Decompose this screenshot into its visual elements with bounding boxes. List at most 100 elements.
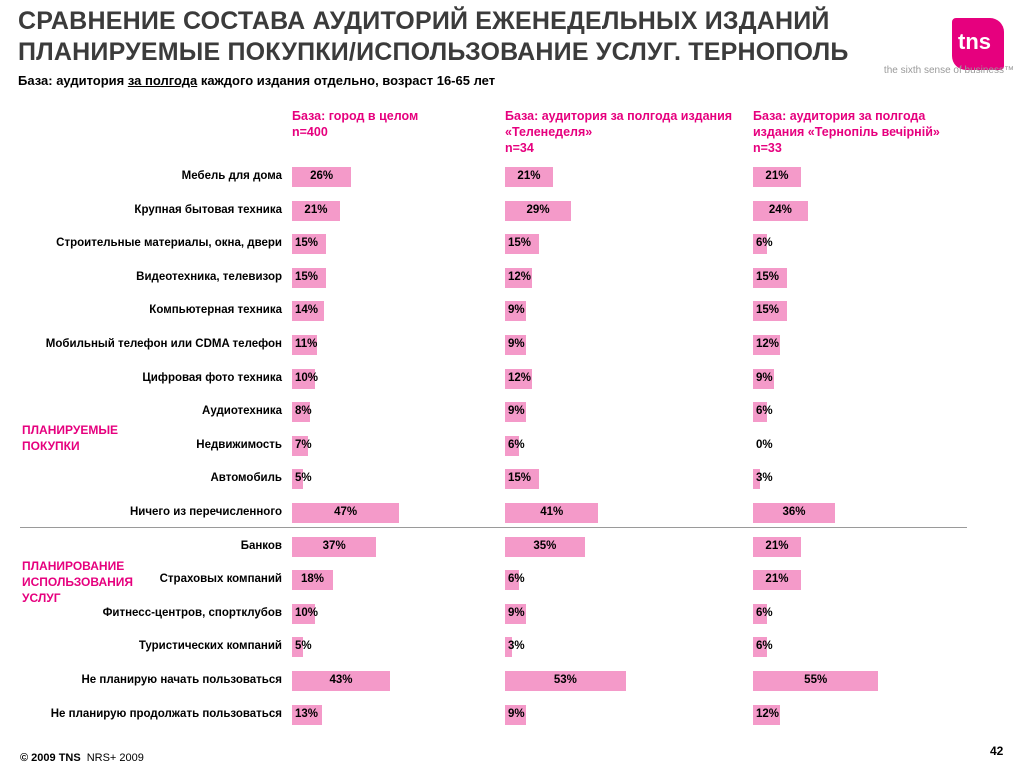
data-label: 14% — [295, 304, 319, 317]
bar — [292, 200, 340, 221]
data-label: 15% — [295, 237, 319, 250]
base-suffix: каждого издания отдельно, возраст 16-65 … — [197, 73, 496, 88]
bar — [292, 435, 308, 456]
data-label: 3% — [508, 640, 525, 653]
data-label: 6% — [508, 573, 525, 586]
tagline: the sixth sense of business™ — [883, 65, 1014, 76]
tns-logo: tns — [952, 18, 1004, 70]
data-label: 21% — [765, 170, 789, 182]
category-label: Недвижимость — [196, 438, 282, 451]
category-label: Компьютерная техника — [149, 304, 282, 317]
category-label: Аудиотехника — [202, 405, 282, 418]
bar — [753, 167, 801, 187]
data-label: 15% — [295, 270, 319, 283]
data-label: 12% — [756, 707, 780, 720]
data-label: 7% — [295, 438, 312, 451]
title-line-1: СРАВНЕНИЕ СОСТАВА АУДИТОРИЙ ЕЖЕНЕДЕЛЬНЫХ… — [18, 7, 830, 35]
data-label: 6% — [756, 237, 773, 250]
series-header-line: «Теленеделя» — [505, 125, 593, 139]
bar — [505, 603, 526, 624]
bar — [753, 200, 808, 221]
data-label: 5% — [295, 472, 312, 485]
bar — [292, 301, 324, 322]
base-prefix: База: аудитория — [18, 73, 128, 88]
bar — [505, 267, 533, 288]
slide-title: СРАВНЕНИЕ СОСТАВА АУДИТОРИЙ ЕЖЕНЕДЕЛЬНЫХ… — [18, 6, 878, 68]
bar — [753, 402, 767, 423]
data-label: 10% — [295, 371, 319, 384]
bar — [753, 234, 767, 255]
section-label-purchases: ПЛАНИРУЕМЫЕ ПОКУПКИ — [22, 423, 119, 453]
bar — [292, 234, 327, 255]
title-line-2: ПЛАНИРУЕМЫЕ ПОКУПКИ/ИСПОЛЬЗОВАНИЕ УСЛУГ.… — [18, 38, 849, 66]
bar — [292, 570, 334, 591]
base-underlined: за полгода — [127, 73, 198, 88]
data-label: 9% — [508, 304, 525, 317]
bar — [505, 402, 526, 423]
data-label: 9% — [508, 707, 525, 720]
bar — [753, 637, 767, 658]
bar — [753, 503, 836, 523]
bar — [753, 301, 788, 322]
data-label: 15% — [508, 472, 532, 485]
data-label: 26% — [310, 170, 334, 182]
bar — [505, 335, 526, 355]
data-label: 35% — [533, 539, 557, 552]
category-label: Не планирую продолжать пользоваться — [50, 707, 282, 720]
category-label: Автомобиль — [210, 472, 282, 485]
bar — [753, 570, 801, 591]
data-label: 12% — [756, 338, 780, 350]
bar — [292, 368, 315, 389]
bar — [292, 503, 400, 523]
data-label: 12% — [508, 371, 532, 384]
bar — [505, 200, 572, 221]
bar — [505, 368, 533, 389]
series-header-line: База: город в целом — [292, 109, 419, 123]
data-label: 10% — [295, 606, 319, 619]
bar — [292, 704, 322, 725]
data-label: 18% — [301, 573, 325, 586]
bar — [505, 536, 585, 557]
category-label: Не планирую начать пользоваться — [81, 674, 282, 686]
bar — [753, 469, 760, 490]
series-header-line: База: аудитория за полгода — [753, 109, 926, 123]
category-label: Мебель для дома — [181, 170, 282, 182]
bar — [505, 637, 512, 658]
data-label: 41% — [540, 506, 564, 518]
page-number: 42 — [990, 744, 1004, 758]
data-label: 8% — [295, 405, 312, 418]
data-label: 21% — [765, 573, 789, 586]
data-label: 21% — [517, 170, 541, 182]
section-divider — [20, 527, 967, 528]
data-label: 47% — [334, 506, 358, 518]
bar — [505, 503, 599, 523]
footer: © 2009 TNS NRS+ 2009 — [20, 752, 144, 764]
data-label: 6% — [756, 640, 773, 653]
category-label: Банков — [240, 539, 282, 552]
bar — [292, 267, 327, 288]
category-label: Ничего из перечисленного — [129, 506, 282, 518]
data-label: 21% — [304, 203, 328, 216]
data-label: 9% — [508, 405, 525, 418]
bar — [292, 603, 315, 624]
data-label: 9% — [508, 338, 525, 350]
bar — [292, 671, 391, 691]
data-label: 55% — [804, 674, 828, 686]
series-header-line: n=400 — [292, 125, 328, 139]
data-label: 3% — [756, 472, 773, 485]
bar — [292, 335, 318, 355]
bar — [753, 704, 781, 725]
category-label: Видеотехника, телевизор — [136, 270, 282, 283]
bar — [292, 167, 352, 187]
series-header-line: База: аудитория за полгода издания — [505, 109, 733, 123]
data-label: 6% — [756, 405, 773, 418]
data-label: 53% — [553, 674, 577, 686]
series-header-1: База: город в целом n=400 — [292, 108, 418, 140]
bar — [505, 167, 553, 187]
bar — [292, 637, 304, 658]
bar — [505, 671, 626, 691]
base-description: База: аудитория за полгода каждого издан… — [18, 73, 495, 88]
data-label: 15% — [508, 237, 532, 250]
category-label: Крупная бытовая техника — [134, 203, 282, 216]
series-header-line: издания «Тернопіль вечірній» — [753, 125, 940, 139]
